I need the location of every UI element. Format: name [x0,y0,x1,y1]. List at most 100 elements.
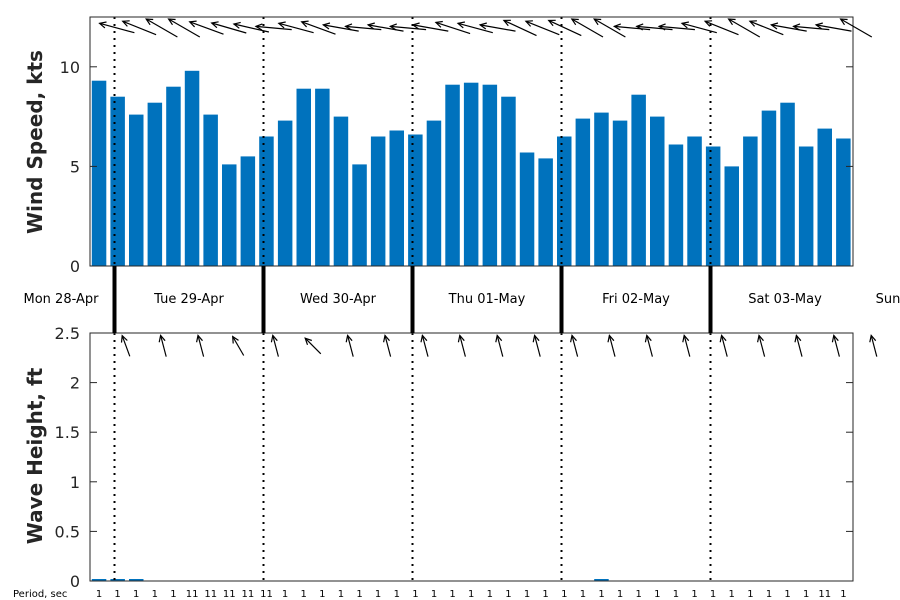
direction-arrow-head [680,21,690,29]
direction-arrow-head [644,334,652,343]
direction-arrow [593,18,626,38]
period-value: 1 [487,589,493,600]
period-value: 1 [133,589,139,600]
wind-speed-bar [557,136,572,266]
direction-arrow [189,21,224,35]
direction-arrow-head [232,21,241,29]
period-value: 11 [818,589,831,600]
y-tick-label: 0 [70,572,80,591]
direction-arrow-head [277,21,286,29]
direction-arrow-head [794,334,802,343]
period-value: 11 [204,589,217,600]
y-tick-label: 0 [70,257,80,276]
period-value: 1 [412,589,418,600]
direction-arrow-head [869,334,877,343]
direction-arrow-head [524,20,533,27]
direction-arrow [728,18,761,38]
wind-speed-bar [761,110,777,266]
direction-arrow [421,335,429,357]
direction-arrow-head [703,20,713,27]
direction-arrow [301,21,336,35]
direction-arrow [758,335,766,357]
period-value: 1 [170,589,176,600]
direction-arrow-head [167,18,176,26]
direction-arrow [721,335,728,357]
wind-speed-bar [370,136,386,266]
direction-arrow [232,336,245,356]
direction-arrow [457,22,493,34]
period-value: 1 [468,589,474,600]
period-value: 1 [766,589,772,600]
direction-arrow [659,25,695,31]
period-value: 1 [282,589,288,600]
wind-speed-bar [166,86,181,266]
direction-arrow-head [831,334,839,343]
direction-arrow [636,25,673,31]
direction-arrow-head [792,23,801,31]
direction-arrow [704,20,739,36]
direction-arrow [367,24,404,32]
direction-arrow-head [321,22,331,30]
direction-arrow [233,23,270,33]
period-value: 1 [356,589,362,600]
wind-speed-bar [203,114,218,266]
wind-speed-bar [519,152,535,266]
period-value: 1 [505,589,511,600]
wind-speed-bar [296,88,311,266]
wind-speed-bar [482,84,498,266]
direction-arrow-head [232,335,239,344]
direction-arrow-head [635,23,644,31]
direction-arrow-head [612,23,622,31]
wind-speed-bar [463,82,479,266]
axes-frame [89,16,854,267]
direction-arrow [548,19,582,37]
direction-arrow [211,22,247,34]
direction-arrow-head [120,334,128,343]
period-value: 1 [561,589,567,600]
wind-speed-bar [538,158,553,266]
wind-speed-bar [408,134,423,266]
direction-arrow [833,335,840,357]
period-value: 1 [301,589,307,600]
direction-arrow-head [383,334,390,343]
direction-arrow-head [196,334,203,343]
wind-speed-bar [240,156,256,266]
wind-speed-bar [836,138,851,266]
period-value: 1 [152,589,158,600]
wind-speed-bar [277,120,293,266]
period-value: 1 [747,589,753,600]
wind-speed-bar [426,120,442,266]
day-label-row: Mon 28-Apr Tue 29-Apr Wed 30-Apr Thu 01-May… [24,266,900,600]
direction-arrow-head [457,334,465,343]
direction-arrow [571,18,604,38]
y-tick-label: 10 [60,58,80,77]
direction-arrow [683,335,691,357]
wind-speed-bar [743,136,758,266]
direction-arrow-head [411,22,420,30]
y-tick-label: 2 [70,374,80,393]
wind-speed-bar [315,88,330,266]
direction-arrow [145,18,178,38]
direction-arrow [525,20,560,36]
day-label: Mon 28-Apr [24,292,100,307]
direction-arrow-head [607,334,615,343]
direction-arrow-head [145,18,154,26]
direction-arrow-head [121,20,130,27]
wave-height-panel: 0 0.5 1 1.5 2 2.5 [55,324,878,591]
direction-arrow [323,24,359,32]
direction-arrow [122,20,157,36]
y-tick-label: 1 [70,473,80,492]
wind-speed-panel: 0 5 10 [60,16,873,276]
wave-height-bar [91,579,107,581]
direction-arrow [304,337,322,355]
period-value: 1 [524,589,530,600]
direction-arrow-head [532,334,540,343]
direction-arrow [435,21,471,35]
direction-arrow-head [657,23,666,31]
period-value: 1 [729,589,735,600]
period-value: 1 [449,589,455,600]
day-label: Sun [876,292,900,307]
y-tick-label: 1.5 [55,423,80,442]
direction-arrow-head [366,22,375,30]
